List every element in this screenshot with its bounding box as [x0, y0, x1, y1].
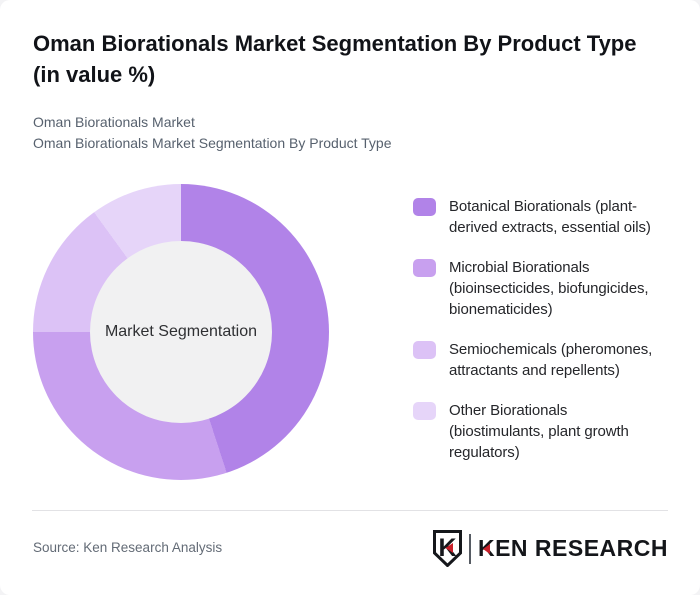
legend-item-other: Other Biorationals (biostimulants, plant…: [413, 400, 652, 463]
footer-divider: [32, 510, 668, 511]
legend-label-microbial: Microbial Biorationals (bioinsecticides,…: [449, 259, 649, 318]
logo-k-letter: K: [477, 535, 496, 561]
legend-swatch-other: [413, 402, 436, 420]
legend-item-botanical: Botanical Biorationals (plant- derived e…: [413, 196, 652, 238]
source-note: Source: Ken Research Analysis: [33, 540, 223, 555]
ken-research-shield-icon: K: [432, 530, 462, 567]
legend-swatch-botanical: [413, 198, 436, 216]
subtitle-line-1: Oman Biorationals Market: [33, 114, 195, 130]
donut-hole: Market Segmentation: [90, 241, 272, 423]
chart-legend: Botanical Biorationals (plant- derived e…: [413, 196, 652, 463]
legend-item-microbial: Microbial Biorationals (bioinsecticides,…: [413, 257, 652, 320]
legend-label-botanical: Botanical Biorationals (plant- derived e…: [449, 198, 651, 236]
donut-center-label: Market Segmentation: [104, 323, 258, 340]
logo-red-arrow-icon: [482, 543, 490, 554]
logo-divider: [468, 533, 471, 564]
legend-label-semiochemicals: Semiochemicals (pheromones, attractants …: [449, 341, 653, 379]
donut-chart: Market Segmentation: [33, 184, 329, 480]
page-title: Oman Biorationals Market Segmentation By…: [33, 31, 637, 87]
subtitle-block: Oman Biorationals Market Oman Biorationa…: [33, 112, 391, 154]
logo-text: K EN RESEARCH: [477, 535, 668, 561]
legend-item-semiochemicals: Semiochemicals (pheromones, attractants …: [413, 339, 652, 381]
ken-research-logo: K KEN RESEARCH: [432, 530, 668, 567]
subtitle-line-2: Oman Biorationals Market Segmentation By…: [33, 135, 392, 151]
legend-swatch-semiochemicals: [413, 341, 436, 359]
legend-label-other: Other Biorationals (biostimulants, plant…: [449, 402, 629, 461]
legend-swatch-microbial: [413, 259, 436, 277]
